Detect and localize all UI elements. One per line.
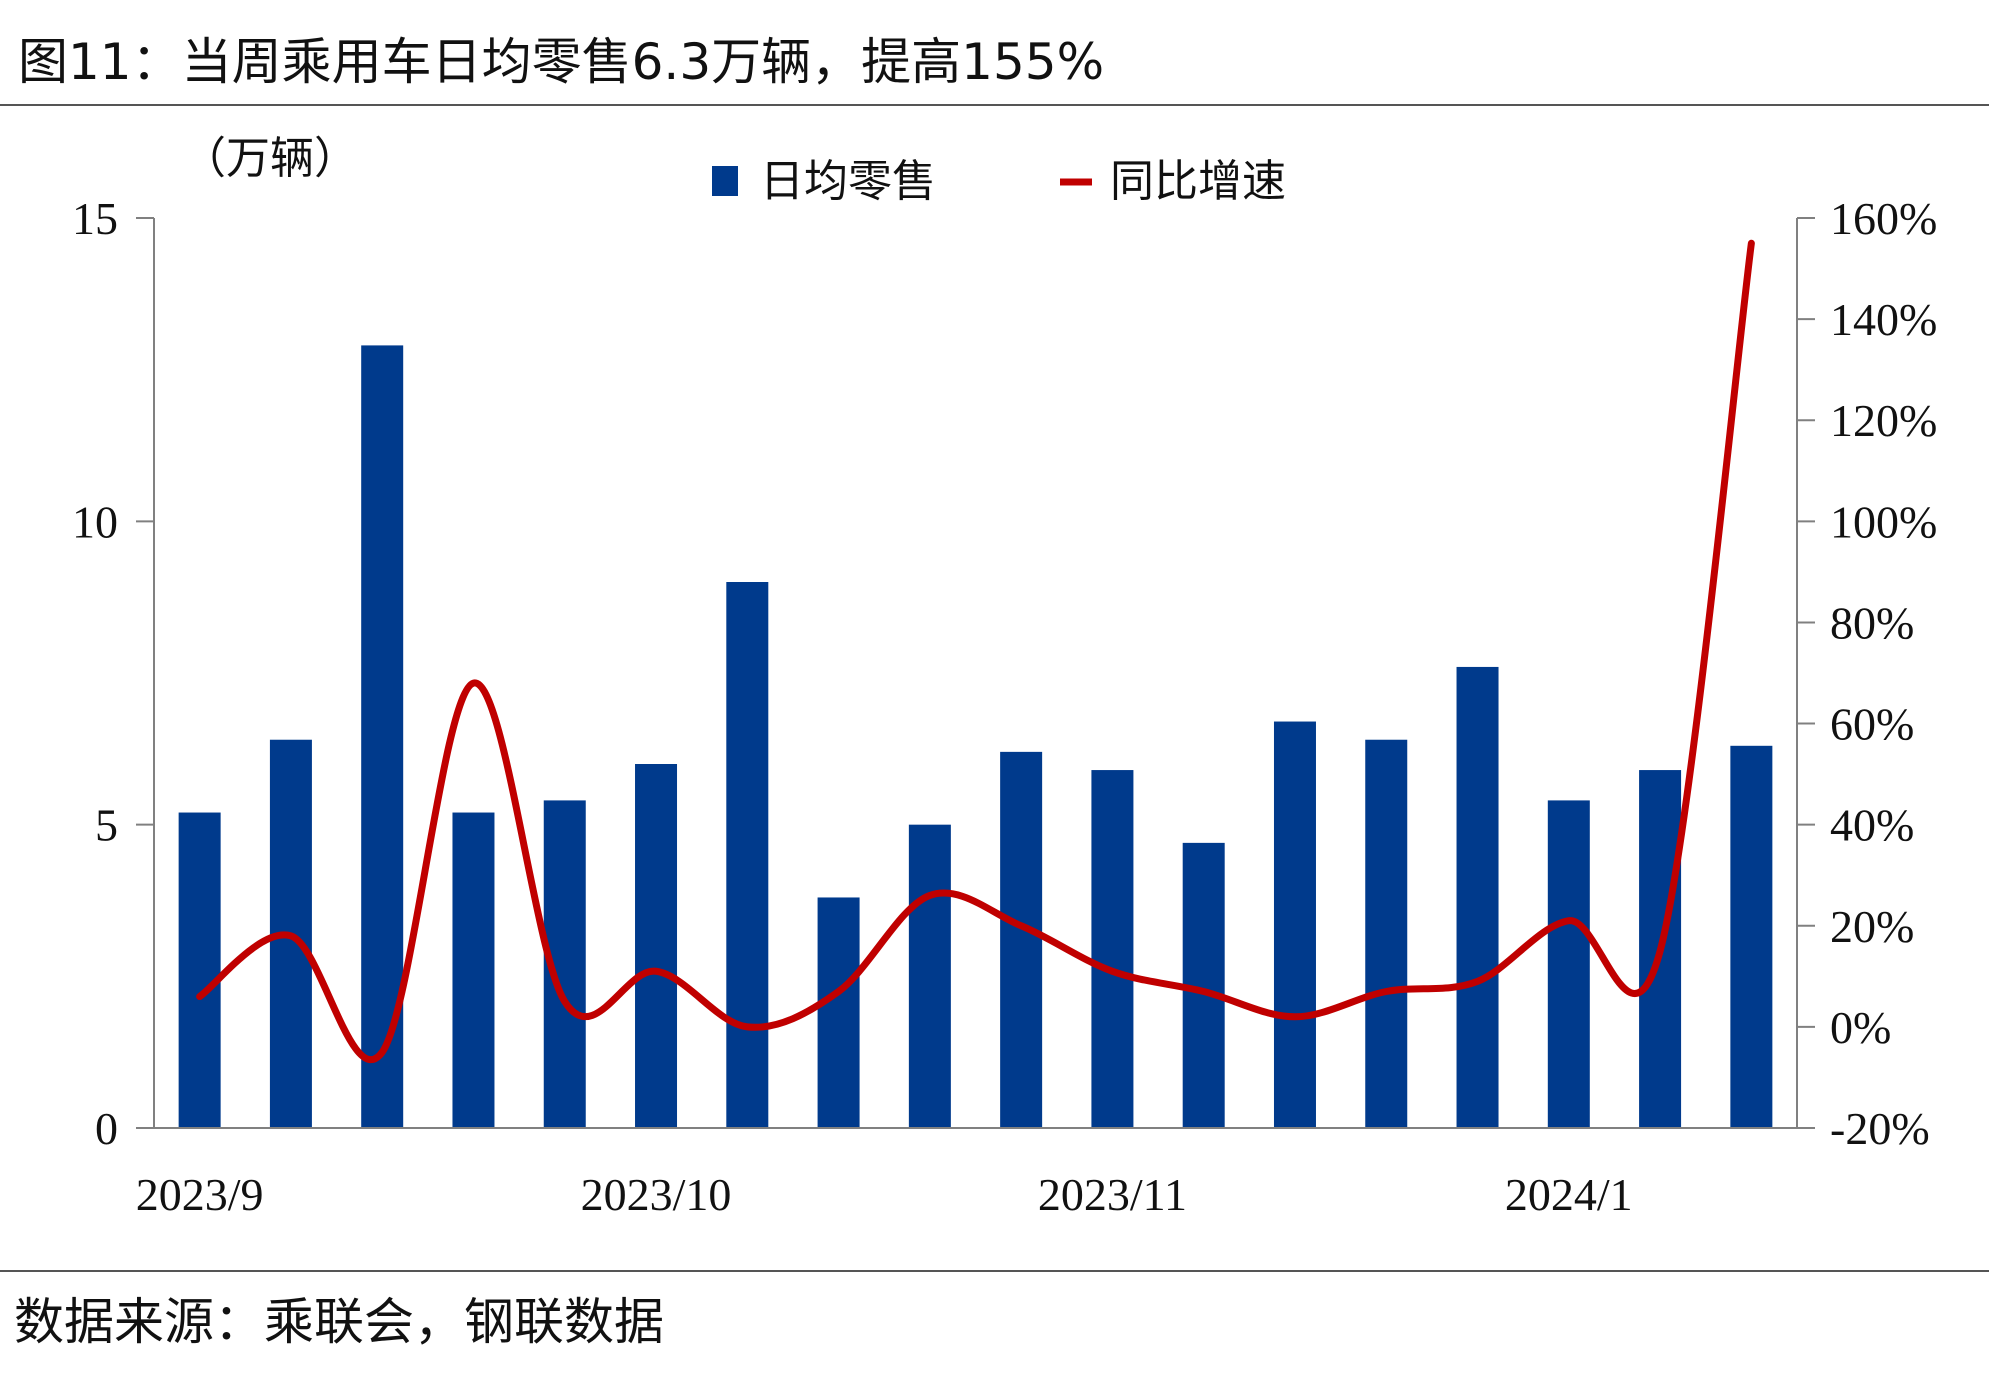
- legend: 日均零售 同比增速: [712, 156, 1286, 207]
- line-point-3: [473, 683, 474, 684]
- data-source: 数据来源：乘联会，钢联数据: [14, 1293, 664, 1351]
- top-divider: [0, 104, 1989, 106]
- bar-5: [635, 764, 678, 1128]
- line-point-6: [747, 1026, 748, 1027]
- x-tick-label: 2023/9: [136, 1169, 264, 1220]
- y-right-tick-label: 40%: [1830, 800, 1914, 851]
- y-right-tick-label: 60%: [1830, 699, 1914, 750]
- bar-6: [726, 582, 769, 1128]
- figure-title: 图11：当周乘用车日均零售6.3万辆，提高155%: [18, 33, 1105, 91]
- line-point-10: [1112, 971, 1113, 972]
- bar-10: [1091, 770, 1134, 1128]
- line-point-12: [1294, 1016, 1295, 1017]
- bottom-divider: [0, 1270, 1989, 1272]
- line-point-2: [382, 1052, 383, 1053]
- bar-7: [817, 897, 860, 1128]
- line-point-4: [564, 1001, 565, 1002]
- y-right-tick-label: 100%: [1830, 496, 1937, 547]
- y-right-tick-label: -20%: [1830, 1103, 1930, 1154]
- line-point-15: [1568, 920, 1569, 921]
- chart: 0 5 10 15 -20% 0% 20% 40% 60% 80% 100% 120% 140% 160%…: [72, 133, 1937, 1220]
- legend-line-label: 同比增速: [1110, 156, 1286, 207]
- bar-9: [1000, 751, 1043, 1128]
- line-layer: [196, 239, 1755, 1063]
- bars-layer: [178, 345, 1773, 1128]
- line-point-1: [290, 935, 291, 936]
- legend-bar-swatch: [712, 166, 738, 196]
- y-left-tick-label: 5: [95, 800, 118, 851]
- y-right-tick-label: 160%: [1830, 193, 1937, 244]
- line-point-16: [1660, 951, 1661, 952]
- y-right-tick-label: 0%: [1830, 1002, 1891, 1053]
- bar-17: [1730, 745, 1773, 1128]
- line-point-11: [1203, 991, 1204, 992]
- y-right-tick-label: 120%: [1830, 395, 1937, 446]
- line-point-7: [838, 991, 839, 992]
- y-left-tick-label: 10: [72, 496, 118, 547]
- line-point-8: [929, 895, 930, 896]
- bar-14: [1456, 666, 1499, 1128]
- line-point-5: [656, 971, 657, 972]
- bar-12: [1273, 721, 1316, 1128]
- labels-layer: 0 5 10 15 -20% 0% 20% 40% 60% 80% 100% 120% 140% 160%…: [72, 193, 1937, 1220]
- line-point-9: [1021, 925, 1022, 926]
- bar-8: [908, 824, 951, 1128]
- y-left-tick-label: 15: [72, 193, 118, 244]
- x-tick-label: 2023/11: [1038, 1169, 1187, 1220]
- bar-15: [1547, 800, 1590, 1128]
- y-left-unit-label: （万辆）: [182, 133, 358, 184]
- legend-bar-label: 日均零售: [760, 156, 936, 207]
- line-point-17: [1751, 243, 1752, 244]
- x-tick-label: 2023/10: [581, 1169, 732, 1220]
- line-point-13: [1386, 991, 1387, 992]
- bar-0: [178, 812, 221, 1128]
- bar-3: [452, 812, 495, 1128]
- y-right-tick-label: 140%: [1830, 294, 1937, 345]
- yoy-growth-line: [196, 239, 1755, 1063]
- line-point-14: [1477, 981, 1478, 982]
- axes-layer: [136, 217, 1815, 1129]
- y-left-tick-label: 0: [95, 1103, 118, 1154]
- x-tick-label: 2024/1: [1505, 1169, 1633, 1220]
- bar-13: [1365, 739, 1408, 1128]
- y-right-tick-label: 20%: [1830, 901, 1914, 952]
- line-point-0: [199, 996, 200, 997]
- y-right-tick-label: 80%: [1830, 597, 1914, 648]
- bar-2: [361, 345, 404, 1128]
